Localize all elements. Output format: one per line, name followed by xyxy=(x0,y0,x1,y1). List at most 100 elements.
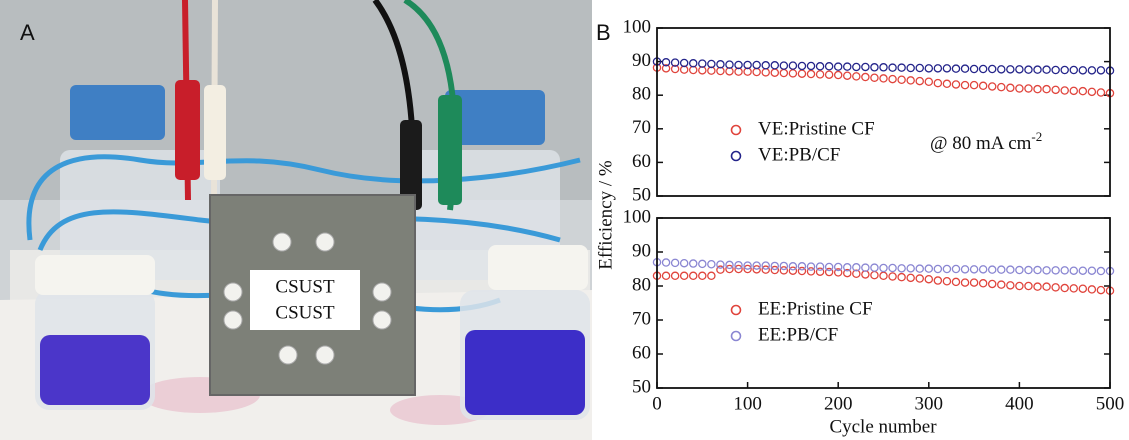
point xyxy=(880,64,887,71)
series xyxy=(653,64,1113,97)
point xyxy=(844,72,851,79)
point xyxy=(780,62,787,69)
point xyxy=(952,81,959,88)
point xyxy=(898,265,905,272)
point xyxy=(898,76,905,83)
point xyxy=(1052,86,1059,93)
point xyxy=(943,65,950,72)
point xyxy=(1052,66,1059,73)
point xyxy=(998,84,1005,91)
legend-marker xyxy=(732,332,741,341)
point xyxy=(753,61,760,68)
point xyxy=(1088,67,1095,74)
point xyxy=(1079,285,1086,292)
point xyxy=(943,265,950,272)
point xyxy=(1097,267,1104,274)
point xyxy=(1007,266,1014,273)
point xyxy=(798,70,805,77)
point xyxy=(925,78,932,85)
point xyxy=(980,82,987,89)
y-tick-label: 70 xyxy=(632,308,651,329)
point xyxy=(699,272,706,279)
point xyxy=(1043,86,1050,93)
point xyxy=(835,63,842,70)
point xyxy=(1025,66,1032,73)
point xyxy=(780,69,787,76)
plot-frame xyxy=(657,28,1110,196)
annotation-sup: -2 xyxy=(1031,129,1042,144)
point xyxy=(844,63,851,70)
x-tick-label: 200 xyxy=(824,393,853,414)
point xyxy=(1079,67,1086,74)
point xyxy=(1097,67,1104,74)
point xyxy=(1061,87,1068,94)
point xyxy=(889,264,896,271)
series xyxy=(653,265,1113,294)
point xyxy=(835,71,842,78)
point xyxy=(916,275,923,282)
point xyxy=(771,69,778,76)
point xyxy=(1034,266,1041,273)
point xyxy=(717,261,724,268)
point xyxy=(1052,284,1059,291)
point xyxy=(971,82,978,89)
point xyxy=(826,263,833,270)
point xyxy=(1016,85,1023,92)
y-tick-label: 60 xyxy=(632,342,651,363)
y-tick-label: 100 xyxy=(623,16,652,37)
point xyxy=(1007,282,1014,289)
y-tick-label: 80 xyxy=(632,274,651,295)
x-tick-label: 0 xyxy=(652,393,662,414)
point xyxy=(690,272,697,279)
point xyxy=(916,265,923,272)
point xyxy=(989,65,996,72)
point xyxy=(871,264,878,271)
point xyxy=(1079,88,1086,95)
box-text: CSUST xyxy=(275,276,335,297)
x-axis-label: Cycle number xyxy=(829,416,937,437)
point xyxy=(1043,283,1050,290)
point xyxy=(925,276,932,283)
point xyxy=(1007,66,1014,73)
point xyxy=(871,272,878,279)
point xyxy=(934,80,941,87)
point xyxy=(798,263,805,270)
point xyxy=(753,68,760,75)
point xyxy=(907,265,914,272)
point xyxy=(998,266,1005,273)
point xyxy=(1052,267,1059,274)
point xyxy=(889,75,896,82)
point xyxy=(998,281,1005,288)
point xyxy=(835,263,842,270)
point xyxy=(826,71,833,78)
legend-label: VE:PB/CF xyxy=(758,144,840,165)
point xyxy=(916,64,923,71)
legend-marker xyxy=(732,126,741,135)
point xyxy=(780,262,787,269)
point xyxy=(898,274,905,281)
point xyxy=(762,62,769,69)
point xyxy=(1070,285,1077,292)
point xyxy=(853,63,860,70)
point xyxy=(1079,267,1086,274)
point xyxy=(708,261,715,268)
point xyxy=(1061,284,1068,291)
point xyxy=(1070,66,1077,73)
point xyxy=(1088,267,1095,274)
point xyxy=(907,274,914,281)
y-tick-label: 90 xyxy=(632,50,651,71)
point xyxy=(789,263,796,270)
point xyxy=(672,272,679,279)
point xyxy=(971,65,978,72)
point xyxy=(816,71,823,78)
point xyxy=(1070,267,1077,274)
y-axis-label: Efficiency / % xyxy=(595,160,616,270)
point xyxy=(925,65,932,72)
point xyxy=(889,273,896,280)
point xyxy=(1034,283,1041,290)
point xyxy=(1016,66,1023,73)
y-tick-label: 70 xyxy=(632,117,651,138)
point xyxy=(789,70,796,77)
point xyxy=(943,80,950,87)
series xyxy=(653,58,1113,74)
